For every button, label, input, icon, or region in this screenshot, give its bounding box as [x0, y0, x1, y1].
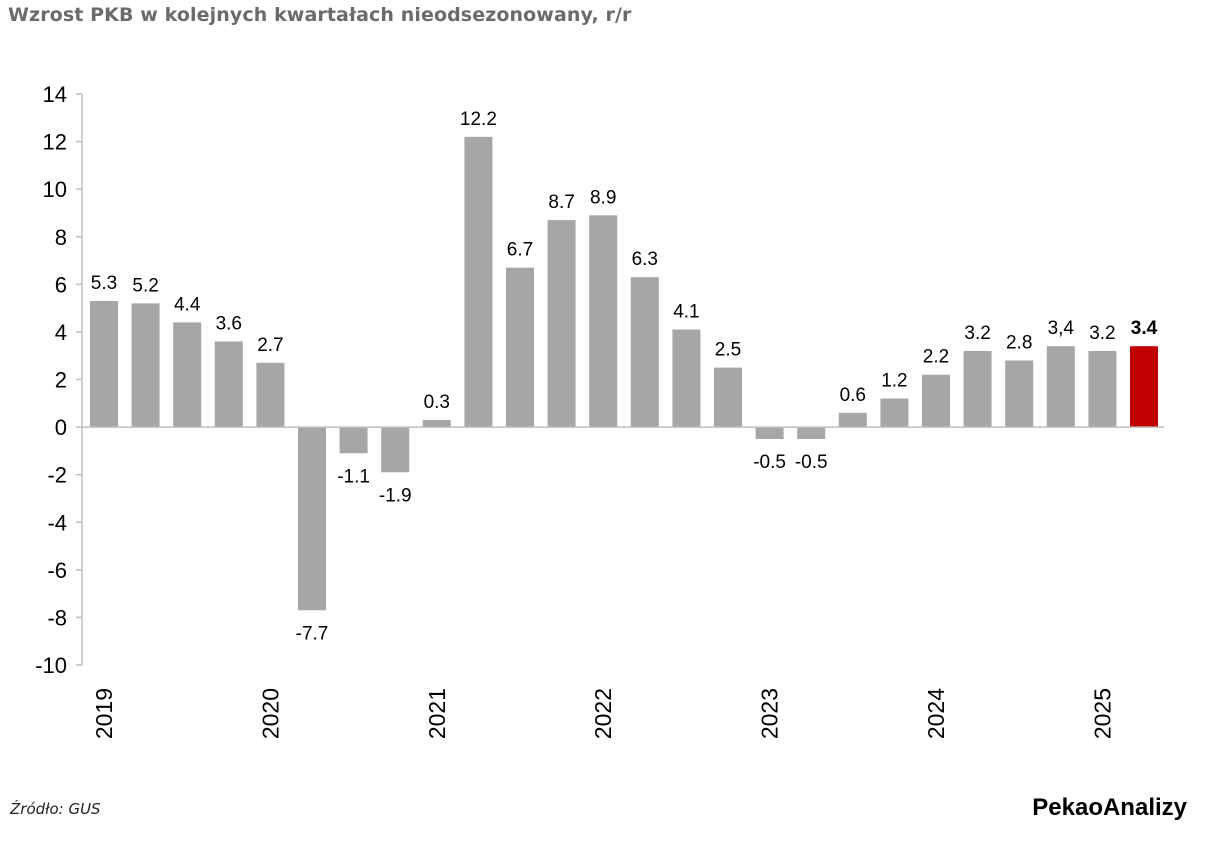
data-label: 6.7 [507, 240, 533, 261]
data-label: 5.3 [91, 273, 117, 294]
x-tick-label: 2024 [923, 688, 949, 739]
data-label: 3.2 [1089, 323, 1115, 344]
data-label: 8.9 [590, 187, 616, 208]
data-label: 3.2 [964, 323, 990, 344]
data-label: 3.4 [1131, 318, 1158, 339]
y-tick-label: -6 [47, 558, 67, 583]
bar [1088, 350, 1117, 428]
bar [298, 427, 326, 611]
bar [589, 215, 618, 428]
data-label: 1.2 [881, 371, 907, 392]
data-label: -0.5 [795, 452, 828, 473]
bar [922, 374, 950, 428]
y-tick-label: 12 [43, 130, 67, 155]
data-label: 8.7 [548, 192, 574, 213]
y-tick-label: 10 [43, 177, 67, 202]
bar [963, 350, 992, 428]
y-tick-label: 6 [55, 272, 67, 297]
y-tick-label: 0 [55, 415, 67, 440]
bars [90, 136, 1158, 611]
data-label: 0.6 [840, 385, 866, 406]
y-tick-label: 8 [55, 225, 67, 250]
y-tick-label: 2 [55, 368, 67, 393]
bar [630, 277, 659, 428]
bar [381, 427, 410, 473]
bar [714, 367, 742, 428]
data-label: -1.9 [379, 485, 412, 506]
bar [797, 427, 826, 439]
y-tick-label: -2 [47, 463, 67, 488]
data-label: 3.6 [216, 313, 242, 334]
data-label: 4.4 [174, 294, 201, 315]
data-label: 12.2 [460, 109, 497, 130]
bar [1005, 360, 1034, 428]
x-tick-label: 2025 [1089, 688, 1115, 739]
bar [880, 398, 909, 428]
chart-title: Wzrost PKB w kolejnych kwartałach nieods… [8, 4, 632, 26]
y-tick-label: 4 [55, 320, 67, 345]
x-axis: 2019 2020 2021 2022 2023 2024 2025 [82, 426, 1164, 739]
data-label: -0.5 [753, 452, 786, 473]
bar [464, 136, 493, 428]
data-label: 2.8 [1006, 332, 1032, 353]
data-label: 6.3 [632, 249, 658, 270]
bar [339, 427, 368, 454]
y-tick-label: 14 [43, 82, 67, 107]
data-label: 2.2 [923, 347, 949, 368]
bar [755, 427, 784, 439]
x-tick-label: 2019 [91, 688, 117, 739]
bar [838, 412, 867, 428]
x-tick-label: 2021 [424, 688, 450, 739]
y-axis: 14 12 10 8 6 4 2 0 -2 -4 -6 -8 -10 [35, 82, 83, 678]
y-tick-label: -10 [35, 653, 67, 678]
bar-highlight [1130, 346, 1158, 428]
x-tick-label: 2022 [590, 688, 616, 739]
data-labels: 5.3 5.2 4.4 3.6 2.7 -7.7 -1.1 -1.9 0.3 12.2 6.7 8.7… [91, 109, 1158, 644]
data-label: 4.1 [673, 302, 699, 323]
data-label: 2.5 [715, 340, 741, 361]
bar [214, 341, 243, 428]
bar [672, 329, 701, 428]
y-tick-label: -8 [47, 605, 67, 630]
data-label: -7.7 [296, 623, 329, 644]
chart: 14 12 10 8 6 4 2 0 -2 -4 -6 -8 -10 5.3 5.2 4.4 3.6 2.7 -7… [35, 82, 1164, 739]
data-label: 5.2 [132, 275, 158, 296]
bar [422, 419, 451, 428]
bar [256, 362, 285, 428]
bar [1046, 346, 1075, 428]
data-label: 2.7 [257, 335, 283, 356]
brand-logo: PekaoAnalizy [1032, 794, 1187, 821]
source-note: Źródło: GUS [10, 800, 101, 818]
bar [506, 267, 534, 428]
bar [131, 303, 160, 428]
x-tick-label: 2020 [257, 688, 283, 739]
data-label: 3,4 [1048, 318, 1075, 339]
data-label: 0.3 [424, 392, 450, 413]
bar [90, 300, 118, 428]
bar [547, 220, 576, 428]
y-tick-label: -4 [47, 510, 67, 535]
bar [173, 322, 202, 428]
x-tick-label: 2023 [757, 688, 783, 739]
data-label: -1.1 [337, 466, 370, 487]
